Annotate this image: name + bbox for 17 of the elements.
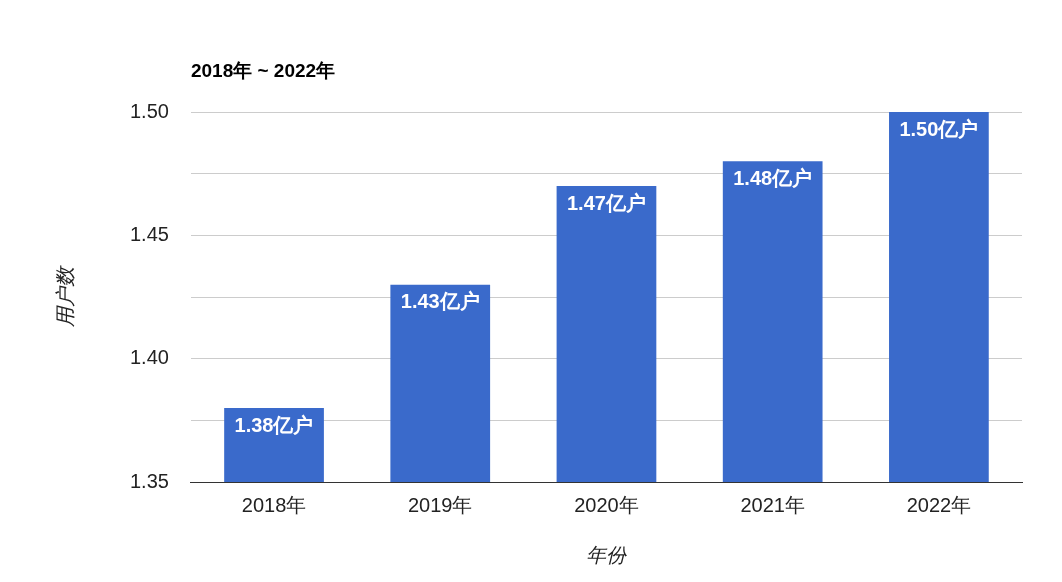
x-tick-label: 2019年 — [408, 493, 473, 516]
y-tick-label: 1.35 — [129, 469, 169, 492]
data-label: 1.43亿户 — [400, 290, 480, 313]
x-tick-label: 2022年 — [906, 493, 972, 516]
x-tick-label: 2021年 — [740, 493, 805, 516]
data-label: 1.38亿户 — [234, 413, 314, 436]
y-tick-label: 1.50 — [129, 99, 169, 122]
data-label: 1.50亿户 — [899, 117, 979, 140]
x-tick-label: 2020年 — [574, 493, 639, 516]
x-tick-label: 2018年 — [241, 493, 307, 516]
data-label: 1.47亿户 — [566, 191, 646, 214]
x-axis-title: 年份 — [586, 543, 628, 566]
chart-title: 2018年 ~ 2022年 — [190, 60, 336, 82]
data-label: 1.48亿户 — [733, 166, 813, 189]
y-tick-label: 1.45 — [129, 222, 169, 245]
y-tick-label: 1.40 — [129, 346, 169, 369]
y-axis-title: 用户数 — [53, 265, 76, 327]
